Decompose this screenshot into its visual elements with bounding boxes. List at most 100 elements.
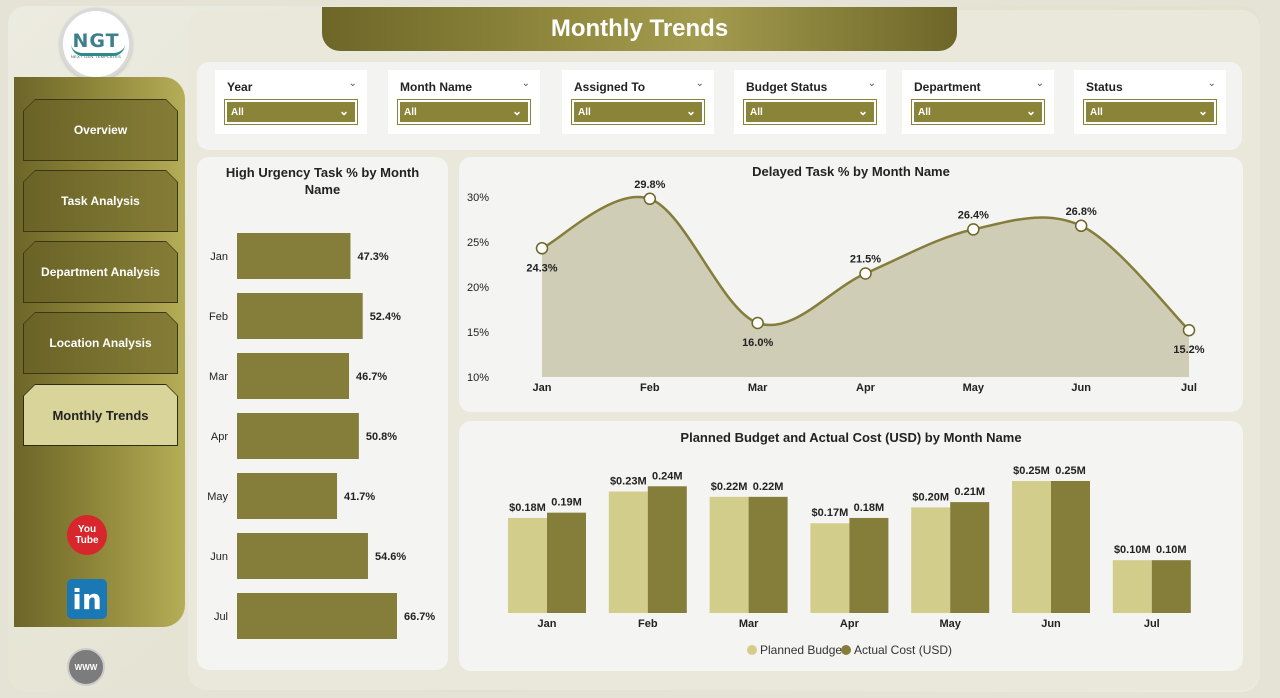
x-tick-label: Jun — [1041, 618, 1061, 630]
filter-budget-status-label: Budget Status — [746, 80, 828, 94]
legend-label: Planned Budget — [760, 643, 846, 657]
high-urgency-bar-chart: Jan 47.3% Feb 52.4% Mar 46.7% Apr 50.8% May 41.7%… — [207, 233, 435, 639]
filter-budget-status-dropdown[interactable]: All ⌄ — [743, 99, 877, 125]
y-tick-label: 25% — [467, 237, 489, 249]
chevron-down-icon: ⌄ — [511, 104, 522, 118]
x-tick-label: May — [963, 382, 985, 394]
filter-department-label: Department — [914, 80, 981, 94]
legend-marker — [841, 645, 851, 655]
data-label: 0.18M — [854, 502, 885, 514]
filter-budget-status[interactable]: Budget Status ⌄ All ⌄ — [734, 70, 886, 134]
planned-budget-bar — [1012, 481, 1051, 613]
planned-budget-bar — [508, 517, 547, 613]
nav-monthly-trends-label: Monthly Trends — [24, 385, 177, 445]
filter-department-dropdown[interactable]: All ⌄ — [911, 99, 1045, 125]
chevron-down-icon[interactable]: ⌄ — [867, 78, 876, 89]
y-tick-label: Jan — [210, 251, 228, 263]
filter-month-name-value: All — [404, 106, 417, 118]
data-label: 0.25M — [1055, 465, 1086, 477]
area-fill — [542, 196, 1189, 377]
x-tick-label: Jan — [538, 618, 557, 630]
chevron-down-icon[interactable]: ⌄ — [695, 78, 704, 89]
nav-monthly-trends[interactable]: Monthly Trends — [23, 384, 178, 446]
bar — [237, 233, 351, 279]
data-point — [643, 192, 657, 206]
y-tick-label: 20% — [467, 282, 489, 294]
budget-cost-chart-title: Planned Budget and Actual Cost (USD) by … — [680, 430, 1022, 445]
filter-panel: Year ⌄ All ⌄ Month Name ⌄ All ⌄ Assigned… — [197, 62, 1242, 150]
x-tick-label: Jun — [1071, 382, 1091, 394]
data-label: 21.5% — [850, 254, 881, 266]
data-label: 0.21M — [954, 486, 985, 498]
y-tick-label: Jun — [210, 551, 228, 563]
y-tick-label: Jul — [214, 611, 228, 623]
data-label: 16.0% — [742, 337, 773, 349]
actual-cost-bar — [950, 502, 990, 613]
nav-overview[interactable]: Overview — [23, 99, 178, 161]
data-label: 54.6% — [375, 551, 406, 563]
filter-month-name[interactable]: Month Name ⌄ All ⌄ — [388, 70, 540, 134]
linkedin-icon[interactable]: in — [67, 579, 107, 619]
data-label: $0.17M — [812, 507, 849, 519]
filter-department-value: All — [918, 106, 931, 118]
y-tick-label: May — [207, 491, 228, 503]
data-point — [1182, 323, 1196, 337]
data-label: 15.2% — [1173, 344, 1204, 356]
filter-status-value: All — [1090, 106, 1103, 118]
legend-label: Actual Cost (USD) — [854, 643, 952, 657]
nav-task-analysis[interactable]: Task Analysis — [23, 170, 178, 232]
nav-department-analysis[interactable]: Department Analysis — [23, 241, 178, 303]
filter-year[interactable]: Year ⌄ All ⌄ — [215, 70, 367, 134]
x-tick-label: May — [939, 618, 961, 630]
nav-task-analysis-label: Task Analysis — [24, 171, 177, 231]
globe-icon[interactable]: WWW — [67, 648, 105, 686]
chevron-down-icon[interactable]: ⌄ — [1207, 78, 1216, 89]
filter-status-dropdown[interactable]: All ⌄ — [1083, 99, 1217, 125]
y-tick-label: Feb — [209, 311, 228, 323]
chevron-down-icon: ⌄ — [338, 104, 349, 118]
filter-assigned-to-value: All — [578, 106, 591, 118]
data-label: $0.22M — [711, 481, 748, 493]
y-tick-label: Apr — [211, 431, 228, 443]
high-urgency-chart-title: High Urgency Task % by Month Name — [225, 165, 420, 197]
chevron-down-icon: ⌄ — [1025, 104, 1036, 118]
actual-cost-bar — [547, 512, 586, 613]
y-tick-label: Mar — [209, 371, 228, 383]
planned-budget-bar — [810, 523, 850, 613]
bar — [237, 293, 363, 339]
filter-year-label: Year — [227, 80, 253, 94]
filter-department[interactable]: Department ⌄ All ⌄ — [902, 70, 1054, 134]
delayed-task-chart-title: Delayed Task % by Month Name — [752, 164, 950, 179]
data-point — [859, 267, 872, 280]
data-label: $0.23M — [610, 476, 647, 488]
planned-budget-bar — [911, 507, 951, 613]
filter-month-name-dropdown[interactable]: All ⌄ — [397, 99, 531, 125]
data-label: 26.8% — [1066, 206, 1097, 218]
chevron-down-icon[interactable]: ⌄ — [1035, 78, 1044, 89]
filter-assigned-to[interactable]: Assigned To ⌄ All ⌄ — [562, 70, 714, 134]
data-label: 0.22M — [753, 481, 784, 493]
nav-overview-label: Overview — [24, 100, 177, 160]
x-tick-label: Apr — [856, 382, 876, 394]
logo-swoosh — [71, 44, 125, 56]
filter-assigned-to-dropdown[interactable]: All ⌄ — [571, 99, 705, 125]
nav-location-analysis[interactable]: Location Analysis — [23, 312, 178, 374]
filter-month-name-label: Month Name — [400, 80, 472, 94]
logo-subtext: NEXT GEN TEMPLATES — [70, 53, 122, 59]
chevron-down-icon[interactable]: ⌄ — [521, 78, 530, 89]
y-tick-label: 10% — [467, 372, 489, 384]
filter-year-dropdown[interactable]: All ⌄ — [224, 99, 358, 125]
planned-budget-bar — [709, 496, 749, 613]
youtube-tube-text: Tube — [75, 535, 99, 546]
filter-status[interactable]: Status ⌄ All ⌄ — [1074, 70, 1226, 134]
high-urgency-chart-card: High Urgency Task % by Month Name Jan 47.… — [197, 157, 448, 670]
actual-cost-bar — [849, 517, 889, 613]
youtube-icon[interactable]: You Tube — [67, 515, 107, 555]
bar — [237, 533, 368, 579]
chevron-down-icon[interactable]: ⌄ — [348, 78, 357, 89]
data-label: 0.19M — [551, 497, 582, 509]
x-tick-label: Jul — [1144, 618, 1160, 630]
x-tick-label: Mar — [748, 382, 768, 394]
bar — [237, 413, 359, 459]
data-label: 52.4% — [370, 311, 401, 323]
